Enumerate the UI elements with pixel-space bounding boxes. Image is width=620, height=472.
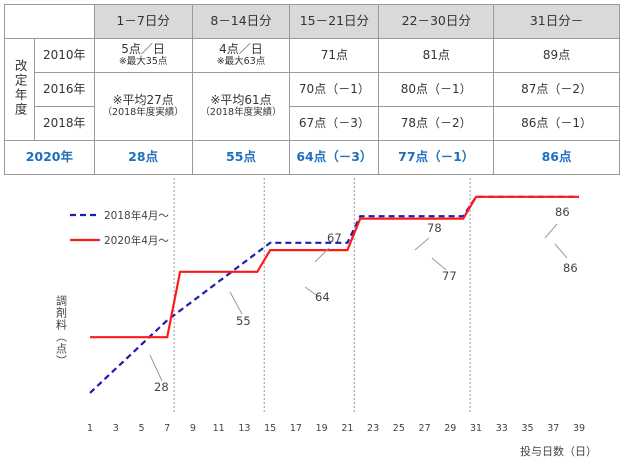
- year-cell: 2020年: [4, 140, 95, 175]
- year-cell: 2016年: [33, 72, 95, 107]
- table-row: 2016年 ※平均27点 （2018年度実績） ※平均61点 （2018年度実績…: [5, 72, 620, 141]
- table-header-row: 1－7日分 8－14日分 15－21日分 22－30日分 31日分－: [4, 4, 620, 39]
- table-row: 改定年度 2010年 5点／日 ※最大35点 4点／日 ※最大63点 71点 8…: [4, 38, 620, 141]
- series-line-1: [89, 195, 579, 394]
- table-cell: 87点（－2）: [493, 72, 620, 107]
- x-tick-label: 19: [316, 423, 328, 434]
- cell-note: ※最大35点: [118, 55, 168, 67]
- merged-sub: （2018年度実績）: [102, 106, 184, 118]
- merged-main: ※平均27点: [112, 93, 174, 108]
- x-tick-label: 31: [470, 423, 482, 434]
- table-cell: 86点（－1）: [493, 106, 620, 141]
- table-cell: 64点（－3）: [289, 140, 380, 175]
- cell-value: 4点／日: [219, 42, 263, 57]
- data-label: 28: [154, 380, 169, 394]
- table-cell: 78点（－2）: [378, 106, 495, 141]
- x-tick-label: 23: [367, 423, 379, 434]
- x-tick-label: 13: [238, 423, 250, 434]
- table-cell: 70点（－1）: [289, 72, 380, 107]
- x-tick-label: 7: [164, 423, 170, 434]
- data-label: 64: [315, 290, 330, 304]
- data-label: 67: [327, 231, 342, 245]
- year-cell: 2010年: [33, 38, 95, 73]
- x-axis-title: 投与日数（日）: [520, 444, 597, 458]
- annotation-leader: [304, 286, 320, 298]
- annotation-leader: [229, 291, 243, 315]
- x-tick-label: 35: [521, 423, 533, 434]
- x-tick-label: 15: [264, 423, 276, 434]
- merged-cell: ※平均27点 （2018年度実績）: [93, 72, 193, 141]
- x-tick-label: 39: [573, 423, 585, 434]
- table-cell: 5点／日 ※最大35点: [93, 38, 193, 73]
- series-line-2: [90, 195, 579, 339]
- annotation-leader: [314, 247, 330, 263]
- table-row-2020: 2020年 28点 55点 64点（－3） 77点（－1） 86点: [4, 140, 620, 175]
- data-label: 77: [442, 269, 457, 283]
- table-cell: 89点: [493, 38, 620, 73]
- legend-label: 2020年4月～: [104, 234, 169, 247]
- data-label: 86: [563, 261, 578, 275]
- annotation-leader: [554, 243, 568, 259]
- side-label: 改定年度: [12, 58, 28, 117]
- x-tick-label: 1: [87, 423, 93, 434]
- x-tick-label: 3: [113, 423, 119, 434]
- merged-main: ※平均61点: [210, 93, 272, 108]
- x-tick-label: 21: [341, 423, 353, 434]
- y-axis-title: 調剤料（点）: [55, 294, 68, 367]
- merged-sub: （2018年度実績）: [200, 106, 282, 118]
- x-tick-label: 29: [444, 423, 456, 434]
- merged-cell: ※平均61点 （2018年度実績）: [191, 72, 291, 141]
- x-tick-label: 25: [393, 423, 405, 434]
- annotation-leader: [414, 237, 430, 251]
- x-tick-label: 5: [138, 423, 144, 434]
- cell-value: 5点／日: [121, 42, 165, 57]
- header-31-plus: 31日分－: [493, 4, 620, 39]
- cell-note: ※最大63点: [216, 55, 266, 67]
- table-corner: [4, 4, 95, 39]
- fee-table: 1－7日分 8－14日分 15－21日分 22－30日分 31日分－ 改定年度 …: [4, 4, 620, 175]
- data-label: 55: [236, 314, 251, 328]
- annotation-leader: [544, 223, 558, 239]
- x-tick-label: 37: [547, 423, 559, 434]
- table-cell: 71点: [289, 38, 380, 73]
- annotation-leader: [431, 257, 447, 271]
- side-label-cell: 改定年度: [4, 38, 35, 141]
- table-cell: 28点: [93, 140, 193, 175]
- x-tick-label: 11: [213, 423, 225, 434]
- header-15-21: 15－21日分: [289, 4, 380, 39]
- table-cell: 4点／日 ※最大63点: [191, 38, 291, 73]
- x-tick-label: 9: [190, 423, 196, 434]
- legend-label: 2018年4月～: [104, 209, 169, 222]
- data-label: 86: [555, 205, 570, 219]
- table-cell: 77点（－1）: [378, 140, 495, 175]
- x-tick-label: 17: [290, 423, 302, 434]
- x-tick-label: 27: [419, 423, 431, 434]
- x-tick-label: 33: [496, 423, 508, 434]
- header-8-14: 8－14日分: [191, 4, 291, 39]
- table-cell: 86点: [493, 140, 620, 175]
- table-cell: 80点（－1）: [378, 72, 495, 107]
- table-cell: 55点: [191, 140, 291, 175]
- data-label: 78: [427, 221, 442, 235]
- annotation-leader: [149, 354, 163, 382]
